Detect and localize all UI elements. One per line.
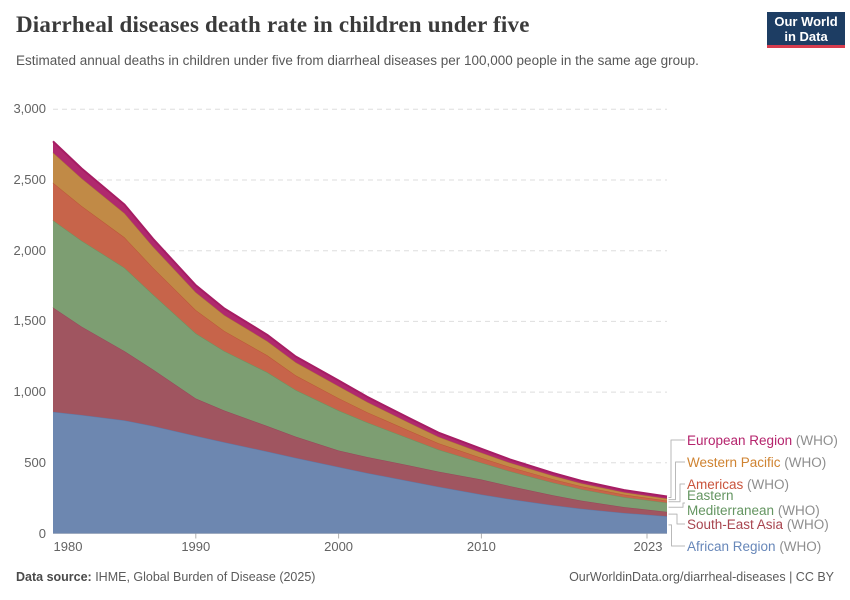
- x-tick-label: 2023: [633, 539, 663, 554]
- y-tick-label: 0: [38, 525, 46, 541]
- attribution-link[interactable]: OurWorldinData.org/diarrheal-diseases | …: [569, 570, 834, 584]
- area-eastern-mediterranean[interactable]: [53, 220, 667, 512]
- legend-item-western-pacific[interactable]: Western Pacific (WHO): [687, 455, 826, 470]
- legend-item-south-east-asia[interactable]: South-East Asia (WHO): [687, 517, 829, 532]
- legend-item-african-region[interactable]: African Region (WHO): [687, 539, 821, 554]
- y-tick-label: 2,500: [13, 172, 46, 187]
- legend-label: Western Pacific: [687, 455, 785, 470]
- legend-label: Mediterranean: [687, 503, 778, 518]
- legend-label: European Region: [687, 433, 796, 448]
- area-line-european-region: [52, 140, 668, 498]
- y-tick-label: 500: [24, 454, 46, 470]
- y-tick-label: 2,000: [13, 242, 46, 258]
- data-source-label: Data source:: [16, 570, 92, 584]
- logo-line-1: Our World: [774, 14, 838, 29]
- y-tick-label: 1,500: [13, 313, 46, 329]
- y-tick-label: 1,000: [13, 384, 46, 400]
- owid-logo[interactable]: Our World in Data: [767, 12, 845, 48]
- data-source: Data source: IHME, Global Burden of Dise…: [16, 570, 315, 584]
- legend-suffix: (WHO): [777, 503, 820, 518]
- legend-connector-line: [668, 483, 685, 503]
- logo-line-2: in Data: [784, 29, 828, 44]
- legend-suffix: (WHO): [747, 477, 789, 492]
- x-tick-label: 2000: [324, 539, 354, 554]
- legend-connector-line: [668, 461, 685, 501]
- legend-connector-line: [668, 524, 685, 547]
- legend-connector-line: [668, 513, 685, 525]
- legend-label: African Region: [687, 539, 780, 554]
- legend-suffix: (WHO): [795, 433, 838, 448]
- legend-connector-line: [668, 439, 685, 498]
- page-title: Diarrheal diseases death rate in childre…: [16, 12, 530, 37]
- legend-connector-line: [668, 502, 685, 508]
- legend-item-eastern-mediterranean[interactable]: Eastern Mediterranean (WHO): [687, 488, 820, 518]
- legend-item-americas[interactable]: Americas (WHO): [687, 477, 789, 492]
- area-african-region[interactable]: [53, 411, 667, 534]
- legend-suffix: (WHO): [779, 539, 822, 554]
- area-south-east-asia[interactable]: [53, 307, 667, 517]
- legend-label: Eastern: [687, 488, 734, 503]
- legend-suffix: (WHO): [784, 455, 827, 470]
- legend-suffix: (WHO): [786, 517, 829, 532]
- legend-item-european-region[interactable]: European Region (WHO): [687, 433, 838, 448]
- x-tick-label: 1990: [181, 539, 211, 554]
- x-tick-label: 2010: [466, 539, 496, 554]
- chart-subtitle: Estimated annual deaths in children unde…: [16, 53, 699, 68]
- x-tick-label: 1980: [53, 539, 83, 554]
- y-tick-label: 3,000: [13, 101, 46, 117]
- legend-label: South-East Asia: [687, 517, 787, 532]
- legend-label: Americas: [687, 477, 748, 492]
- data-source-text: IHME, Global Burden of Disease (2025): [91, 570, 316, 584]
